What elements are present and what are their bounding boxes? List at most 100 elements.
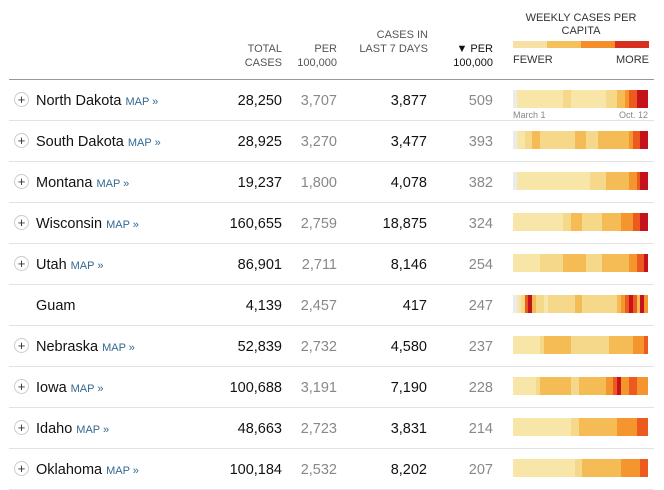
map-link[interactable]: MAP » [70,383,104,395]
sparkline-week-cell [605,172,610,190]
sparkline-week-cell [640,131,645,149]
sparkline-week-cell [624,459,629,477]
map-link[interactable]: MAP » [106,219,139,231]
table-row[interactable]: + Iowa MAP » 100,688 3,191 7,190 228 [9,367,654,408]
table-row[interactable]: + Idaho MAP » 48,663 2,723 3,831 214 [9,408,654,449]
map-link[interactable]: MAP » [106,465,139,477]
sparkline-week-cell [621,418,625,436]
expand-plus-icon[interactable]: + [14,420,29,435]
sparkline-week-cell [555,418,560,436]
expand-plus-icon[interactable]: + [14,133,29,148]
sparkline-week-cell [582,213,587,231]
sparkline-week-cell [513,254,517,272]
sparkline-week-cell [551,459,556,477]
map-link[interactable]: MAP » [125,96,159,108]
sparkline-week-cell [559,459,564,477]
sparkline-week-cell [559,254,564,272]
sparkline-week-cell [578,254,583,272]
sparkline-week-cell [609,418,614,436]
sparkline-week-cell [574,377,579,395]
sparkline-week-cell [605,131,610,149]
sparkline-week-cell [590,295,595,313]
sparkline-week-cell [574,254,579,272]
sparkline-week-cell [516,213,521,231]
sparkline-week-cell [613,418,618,436]
header-divider [9,79,654,80]
table-row[interactable]: + Oklahoma MAP » 100,184 2,532 8,202 207 [9,449,654,490]
per-100k-sorted-cell: 382 [468,175,493,191]
sparkline-week-cell [563,418,568,436]
map-link[interactable]: MAP » [127,137,161,149]
sparkline-week-cell [617,254,622,272]
map-link[interactable]: MAP » [102,342,135,354]
sparkline-week-cell [567,172,571,190]
expand-plus-icon[interactable]: + [14,174,29,189]
sparkline-week-cell [624,254,629,272]
header-per-100k-sorted[interactable]: ▼ PER 100,000 [453,43,493,69]
table-row[interactable]: + Utah MAP » 86,901 2,711 8,146 254 [9,244,654,285]
map-link[interactable]: MAP » [70,260,104,272]
sparkline-week-cell [636,377,641,395]
sparkline-week-cell [570,131,575,149]
sparkline-week-cell [528,295,533,313]
per-100k-sorted-cell: 254 [468,257,493,273]
expand-plus-icon[interactable]: + [14,379,29,394]
table-row[interactable]: + North Dakota MAP » 28,250 3,707 3,877 509 Mar… [9,80,654,121]
total-cases-cell: 86,901 [237,257,282,273]
expand-plus-icon[interactable]: + [14,215,29,230]
table-row[interactable]: Guam 4,139 2,457 417 247 [9,285,654,326]
sparkline-week-cell [513,213,517,231]
sparkline-week-cell [609,172,614,190]
legend: WEEKLY CASES PER CAPITA FEWER MORE [513,12,649,66]
total-cases-cell: 28,250 [237,93,282,109]
sparkline-week-cell [578,172,583,190]
sparkline-week-cell [644,131,649,149]
sparkline-week-cell [613,295,618,313]
sparkline-week-cell [551,377,556,395]
state-name: South Dakota [36,134,124,150]
sparkline-week-cell [624,295,629,313]
weekly-cases-sparkline [513,254,649,272]
sparkline-week-cell [532,172,537,190]
sparkline-week-cell [540,213,544,231]
state-name: Idaho [36,421,73,437]
sparkline-week-cell [624,213,629,231]
cases-last-7-days-cell: 4,580 [390,339,427,355]
sparkline-week-cell [624,172,629,190]
sparkline-week-cell [536,254,541,272]
weekly-cases-sparkline [513,418,649,436]
sparkline-week-cell [555,459,560,477]
sparkline-week-cell [609,254,614,272]
sparkline-week-cell [590,254,595,272]
weekly-cases-sparkline [513,459,649,477]
sparkline-week-cell [636,418,641,436]
map-link[interactable]: MAP » [76,424,110,436]
sparkline-week-cell [597,172,602,190]
sparkline-week-cell [640,90,645,108]
sparkline-week-cell [594,459,598,477]
table-row[interactable]: + Wisconsin MAP » 160,655 2,759 18,875 324 [9,203,654,244]
sparkline-week-cell [520,90,525,108]
expand-plus-icon[interactable]: + [14,461,29,476]
sparkline-week-cell [524,377,529,395]
sparkline-week-cell [513,418,517,436]
sparkline-week-cell [636,131,641,149]
sparkline-week-cell [567,459,571,477]
sparkline-week-cell [636,336,641,354]
expand-plus-icon[interactable]: + [14,338,29,353]
table-row[interactable]: + Nebraska MAP » 52,839 2,732 4,580 237 [9,326,654,367]
table-header: TOTAL CASES PER 100,000 CASES IN LAST 7 … [0,0,664,80]
table-row[interactable]: + Montana MAP » 19,237 1,800 4,078 382 [9,162,654,203]
sparkline-week-cell [605,418,610,436]
sparkline-week-cell [563,131,568,149]
map-link[interactable]: MAP » [96,178,130,190]
sparkline-week-cell [532,336,537,354]
table-row[interactable]: + South Dakota MAP » 28,925 3,270 3,477 393 [9,121,654,162]
sparkline-week-cell [543,213,548,231]
sparkline-week-cell [640,172,645,190]
sparkline-week-cell [528,172,533,190]
sparkline-week-cell [621,459,625,477]
expand-plus-icon[interactable]: + [14,92,29,107]
expand-plus-icon[interactable]: + [14,256,29,271]
sparkline-week-cell [532,90,537,108]
